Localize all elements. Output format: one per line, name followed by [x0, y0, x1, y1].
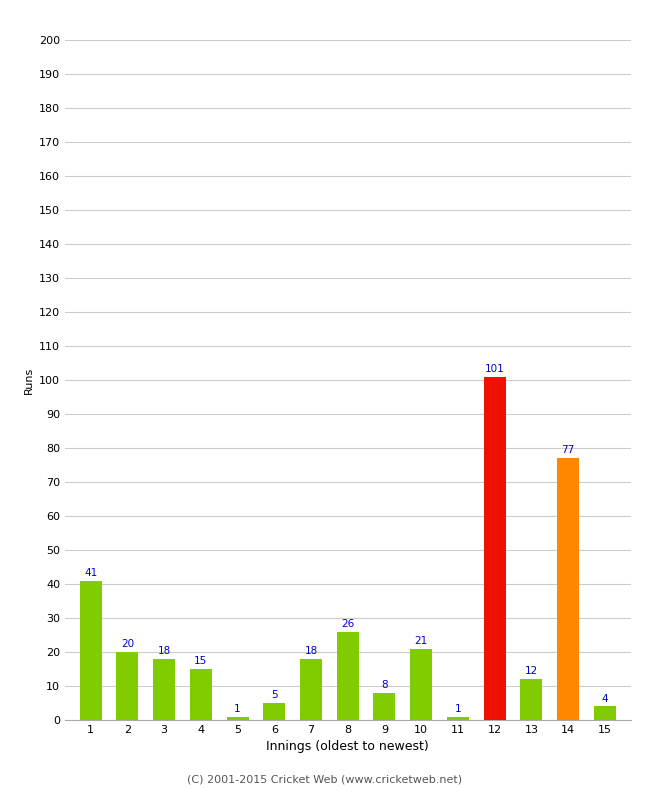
Bar [80, 581, 101, 720]
Bar [594, 706, 616, 720]
Text: 1: 1 [454, 704, 462, 714]
Text: 15: 15 [194, 656, 207, 666]
Text: 41: 41 [84, 568, 98, 578]
Bar [190, 669, 212, 720]
Y-axis label: Runs: Runs [23, 366, 33, 394]
Text: 5: 5 [271, 690, 278, 700]
Bar [300, 659, 322, 720]
Bar [521, 679, 542, 720]
Text: 21: 21 [415, 636, 428, 646]
Text: 1: 1 [234, 704, 241, 714]
Bar [447, 717, 469, 720]
Text: 18: 18 [157, 646, 171, 656]
Text: 18: 18 [304, 646, 318, 656]
Bar [263, 703, 285, 720]
Text: 101: 101 [485, 364, 504, 374]
Text: 20: 20 [121, 639, 134, 650]
Text: 77: 77 [562, 446, 575, 455]
Text: (C) 2001-2015 Cricket Web (www.cricketweb.net): (C) 2001-2015 Cricket Web (www.cricketwe… [187, 774, 463, 784]
X-axis label: Innings (oldest to newest): Innings (oldest to newest) [266, 741, 429, 754]
Text: 8: 8 [381, 680, 388, 690]
Bar [116, 652, 138, 720]
Bar [557, 458, 579, 720]
Text: 4: 4 [601, 694, 608, 704]
Bar [410, 649, 432, 720]
Bar [337, 632, 359, 720]
Text: 26: 26 [341, 619, 354, 629]
Bar [484, 377, 506, 720]
Text: 12: 12 [525, 666, 538, 677]
Bar [153, 659, 175, 720]
Bar [374, 693, 395, 720]
Bar [227, 717, 248, 720]
